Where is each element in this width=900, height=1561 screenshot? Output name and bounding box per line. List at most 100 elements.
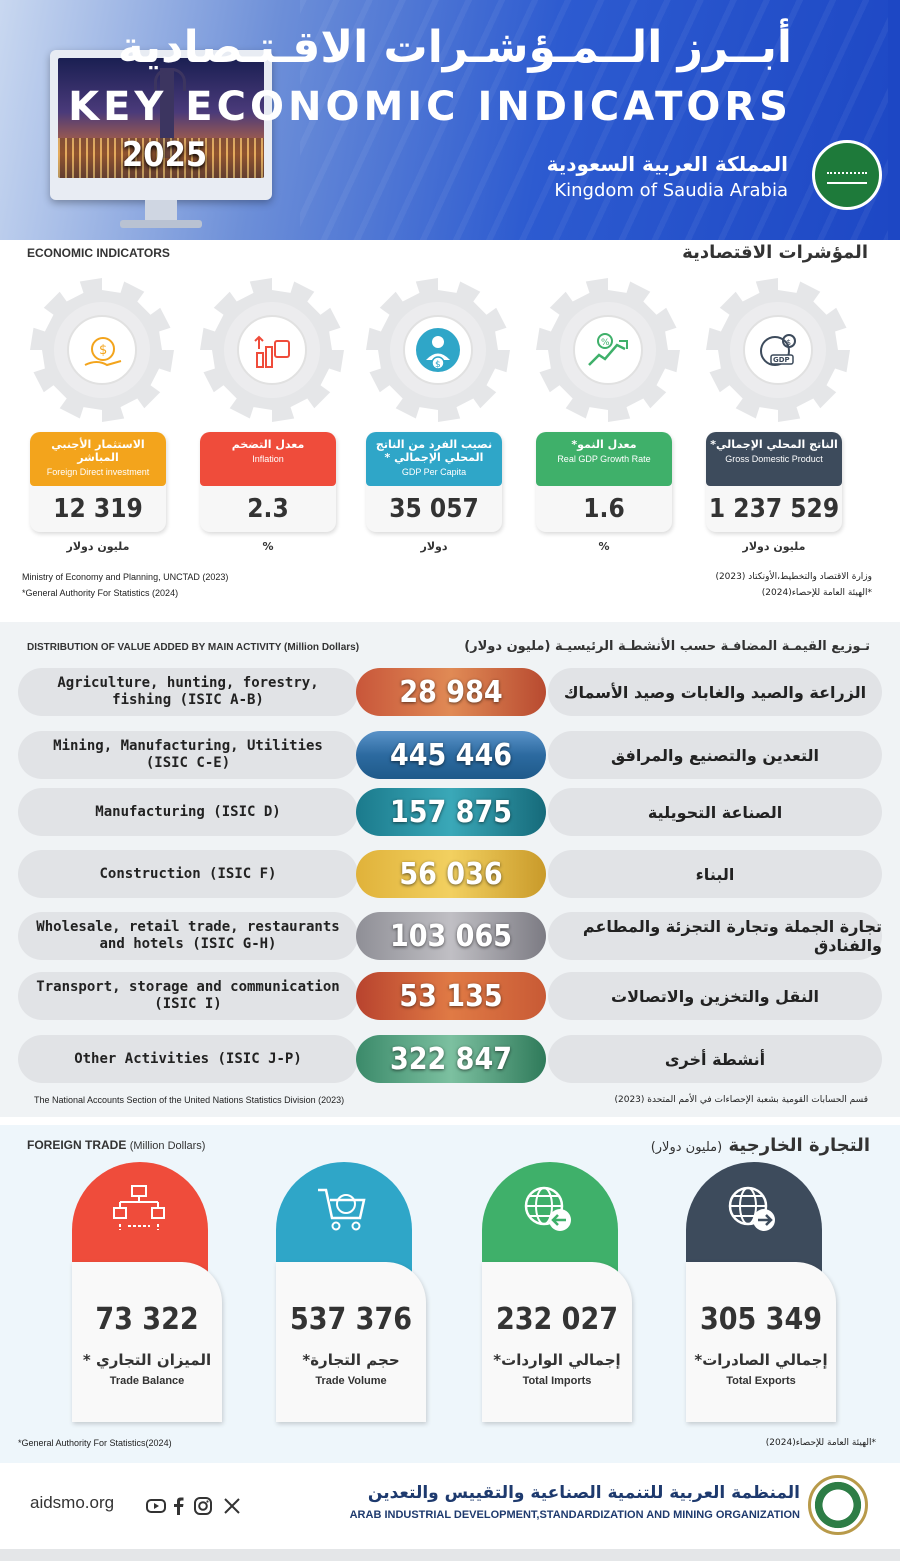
website-link[interactable]: aidsmo.org bbox=[30, 1493, 115, 1512]
header-banner: 2025 أبــرز الــمـؤشـرات الاقـتـصادية KE… bbox=[0, 0, 900, 240]
monitor-illustration: 2025 bbox=[50, 50, 272, 200]
city-lights bbox=[58, 138, 264, 178]
indicator-value-card: نصيب الفرد من الناتج المحلي الإجمالي * G… bbox=[366, 432, 502, 532]
activity-name-ar: التعدين والتصنيع والمرافق bbox=[548, 731, 882, 779]
indicator-label: معدل التضخم Inflation bbox=[200, 432, 336, 486]
indicator-label: الاستثمار الأجنبي المباشر Foreign Direct… bbox=[30, 432, 166, 486]
trade-value: 232 027 bbox=[495, 1302, 619, 1337]
indicator-unit: مليون دولار bbox=[742, 540, 806, 553]
indicator-label-ar: الناتج المحلي الإجمالي* bbox=[710, 438, 838, 451]
activity-name-ar: الزراعة والصيد والغابات وصيد الأسماك bbox=[548, 668, 882, 716]
trade-heading-en-unit: (Million Dollars) bbox=[129, 1140, 206, 1152]
trade-heading-ar-unit: (مليون دولار) bbox=[650, 1140, 723, 1155]
activity-name-ar: النقل والتخزين والاتصالات bbox=[548, 972, 882, 1020]
globe-arrow-out-icon bbox=[728, 1186, 775, 1231]
trade-card-body: 232 027 إجمالي الواردات* Total Imports bbox=[482, 1262, 632, 1422]
activity-row: Manufacturing (ISIC D) الصناعة التحويلية… bbox=[18, 788, 882, 836]
instagram-icon[interactable] bbox=[193, 1496, 213, 1516]
indicator-label: معدل النمو* Real GDP Growth Rate bbox=[536, 432, 672, 486]
indicator-card: $ نصيب الفرد من الناتج المحلي الإجمالي *… bbox=[366, 278, 510, 588]
value-added-heading-ar: تـوزيع القيمـة المضافـة حسب الأنشطـة الر… bbox=[464, 639, 870, 654]
economic-heading-ar: المؤشرات الاقتصادية bbox=[682, 242, 868, 263]
youtube-icon[interactable] bbox=[146, 1496, 166, 1516]
activity-value: 56 036 bbox=[356, 850, 546, 898]
indicator-unit: دولار bbox=[420, 540, 448, 553]
activity-name-en: Transport, storage and communication (IS… bbox=[18, 972, 358, 1020]
trade-label-en: Total Imports bbox=[522, 1375, 592, 1387]
activity-value: 103 065 bbox=[356, 912, 546, 960]
activity-row: Mining, Manufacturing, Utilities (ISIC C… bbox=[18, 731, 882, 779]
money-globe-hand-icon: $ bbox=[67, 315, 137, 385]
activity-row: Construction (ISIC F) البناء 56 036 bbox=[18, 850, 882, 898]
year-label: 2025 bbox=[122, 135, 208, 175]
value-added-source-ar: قسم الحسابات القومية بشعبة الإحصاءات في … bbox=[614, 1095, 868, 1105]
indicator-value-card: معدل التضخم Inflation 2.3 bbox=[200, 432, 336, 532]
activity-name-en: Construction (ISIC F) bbox=[18, 850, 358, 898]
svg-text:$: $ bbox=[435, 360, 441, 370]
trade-label-ar: حجم التجارة* bbox=[302, 1351, 400, 1369]
trade-label-ar: إجمالي الصادرات* bbox=[694, 1351, 828, 1369]
indicator-card: $ GDP الناتج المحلي الإجمالي* Gross Domes… bbox=[706, 278, 850, 588]
trade-label-en: Trade Balance bbox=[109, 1375, 185, 1387]
trade-label-en: Trade Volume bbox=[315, 1375, 387, 1387]
indicator-card: % معدل النمو* Real GDP Growth Rate 1.6 % bbox=[536, 278, 680, 588]
svg-text:$: $ bbox=[786, 338, 791, 347]
indicator-label-ar: نصيب الفرد من الناتج المحلي الإجمالي * bbox=[375, 438, 493, 464]
activity-value: 53 135 bbox=[356, 972, 546, 1020]
trade-heading-ar-text: التجارة الخارجية bbox=[728, 1135, 870, 1156]
kingdom-tower-shape bbox=[154, 68, 186, 158]
activity-row: Transport, storage and communication (IS… bbox=[18, 972, 882, 1020]
indicator-label: نصيب الفرد من الناتج المحلي الإجمالي * G… bbox=[366, 432, 502, 486]
footer-strip bbox=[0, 1549, 900, 1561]
activity-row: Wholesale, retail trade, restaurants and… bbox=[18, 912, 882, 960]
country-english: Kingdom of Saudia Arabia bbox=[554, 180, 788, 201]
trade-card-body: 305 349 إجمالي الصادرات* Total Exports bbox=[686, 1262, 836, 1422]
activity-value: 445 446 bbox=[356, 731, 546, 779]
indicator-unit: % bbox=[262, 540, 274, 553]
trade-label-ar: إجمالي الواردات* bbox=[493, 1351, 621, 1369]
indicator-label: الناتج المحلي الإجمالي* Gross Domestic P… bbox=[706, 432, 842, 486]
economic-source-en-2: *General Authority For Statistics (2024) bbox=[22, 588, 179, 598]
indicator-value: 2.3 bbox=[247, 494, 289, 524]
indicator-label-ar: معدل النمو* bbox=[571, 438, 637, 451]
economic-source-ar-1: وزارة الاقتصاد والتخطيط،الأونكتاد (2023) bbox=[715, 572, 872, 582]
org-name-english: ARAB INDUSTRIAL DEVELOPMENT,STANDARDIZAT… bbox=[349, 1509, 800, 1521]
aidsmo-logo bbox=[808, 1475, 868, 1535]
title-english: KEY ECONOMIC INDICATORS bbox=[68, 84, 792, 130]
economic-source-ar-2: *الهيئة العامة للإحصاء(2024) bbox=[761, 588, 872, 598]
activity-value: 28 984 bbox=[356, 668, 546, 716]
trade-heading-ar: التجارة الخارجية (مليون دولار) bbox=[651, 1135, 870, 1156]
activity-name-ar: أنشطة أخرى bbox=[548, 1035, 882, 1083]
indicator-value: 35 057 bbox=[389, 494, 479, 524]
indicator-label-en: Real GDP Growth Rate bbox=[557, 454, 651, 464]
facebook-icon[interactable] bbox=[168, 1496, 188, 1516]
person-money-icon: $ bbox=[403, 315, 473, 385]
activity-value: 322 847 bbox=[356, 1035, 546, 1083]
country-arabic: المملكة العربية السعودية bbox=[546, 152, 788, 176]
activity-name-en: Other Activities (ISIC J-P) bbox=[18, 1035, 358, 1083]
trade-heading-en: FOREIGN TRADE (Million Dollars) bbox=[27, 1138, 205, 1152]
trade-heading-en-text: FOREIGN TRADE bbox=[27, 1138, 127, 1152]
trade-card: 305 349 إجمالي الصادرات* Total Exports bbox=[686, 1162, 836, 1422]
indicator-card: معدل التضخم Inflation 2.3 % bbox=[200, 278, 344, 588]
inflation-chart-icon bbox=[237, 315, 307, 385]
indicator-value: 1 237 529 bbox=[708, 494, 840, 524]
activity-name-en: Agriculture, hunting, forestry, fishing … bbox=[18, 668, 358, 716]
svg-text:GDP: GDP bbox=[773, 356, 790, 364]
indicator-value-card: الناتج المحلي الإجمالي* Gross Domestic P… bbox=[706, 432, 842, 532]
trade-value: 305 349 bbox=[699, 1302, 823, 1337]
economic-source-en-1: Ministry of Economy and Planning, UNCTAD… bbox=[22, 572, 229, 582]
activity-name-ar: تجارة الجملة وتجارة التجزئة والمطاعم وال… bbox=[548, 912, 882, 960]
svg-text:%: % bbox=[601, 338, 610, 348]
activity-row: Agriculture, hunting, forestry, fishing … bbox=[18, 668, 882, 716]
indicator-label-ar: الاستثمار الأجنبي المباشر bbox=[51, 438, 145, 464]
trade-label-en: Total Exports bbox=[726, 1375, 796, 1387]
org-name-arabic: المنظمة العربية للتنمية الصناعية والتقيي… bbox=[367, 1483, 800, 1503]
footer: aidsmo.org المنظمة العربية للتنمية الصنا… bbox=[0, 1463, 900, 1561]
trade-card: 73 322 الميزان التجاري * Trade Balance bbox=[72, 1162, 222, 1422]
x-icon[interactable] bbox=[222, 1496, 242, 1516]
header-edge-bar bbox=[888, 0, 900, 240]
growth-chart-icon: % bbox=[573, 315, 643, 385]
trade-label-ar: الميزان التجاري * bbox=[82, 1351, 212, 1369]
